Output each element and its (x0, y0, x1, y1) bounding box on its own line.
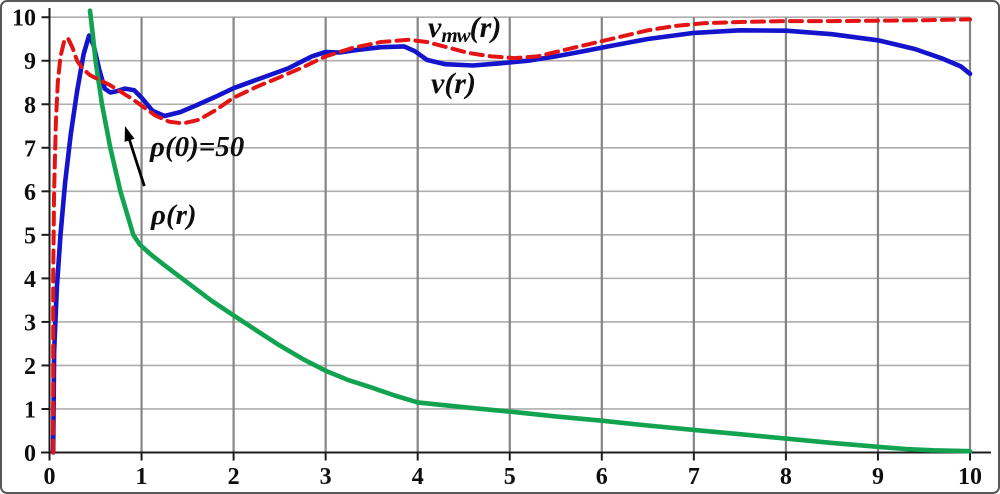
x-tick-label: 8 (780, 464, 792, 490)
series-vmw (51, 17, 972, 455)
x-tick-label: 10 (958, 464, 982, 490)
series-label-vmw: vmw(r) (428, 11, 502, 46)
y-tick-label: 0 (24, 441, 36, 467)
x-tick-label: 0 (44, 464, 56, 490)
x-tick-label: 5 (504, 464, 516, 490)
x-tick-label: 9 (872, 464, 884, 490)
y-tick-label: 4 (24, 267, 36, 293)
axes (41, 8, 991, 454)
y-tick-label: 5 (24, 223, 36, 249)
x-tick-label: 7 (688, 464, 700, 490)
annotation-rho0-label: ρ(0)=50 (150, 131, 245, 163)
vmw-main: v (428, 11, 442, 44)
vmw-subscript: mw (441, 23, 470, 47)
y-tick-label: 2 (24, 354, 36, 380)
y-tick-label: 9 (24, 49, 36, 75)
tick-marks: 0 1 2 3 4 5 6 7 8 9 10 0 1 2 3 4 5 6 7 8 9 10 (12, 6, 982, 490)
y-tick-label: 7 (24, 136, 36, 162)
x-tick-label: 6 (596, 464, 608, 490)
x-tick-label: 1 (136, 464, 148, 490)
x-tick-label: 4 (412, 464, 424, 490)
vmw-rest: (r) (469, 11, 502, 44)
series-v (50, 28, 973, 455)
y-tick-label: 10 (12, 6, 36, 32)
annotation-arrow (124, 126, 146, 187)
x-tick-label: 2 (228, 464, 240, 490)
series-label-rho: ρ(r) (151, 199, 197, 231)
series-rho (87, 8, 973, 454)
series-label-v: v(r) (431, 67, 476, 100)
y-tick-label: 3 (24, 310, 36, 336)
y-tick-label: 1 (24, 397, 36, 423)
x-tick-label: 3 (320, 464, 332, 490)
y-tick-label: 8 (24, 93, 36, 119)
y-tick-label: 6 (24, 180, 36, 206)
